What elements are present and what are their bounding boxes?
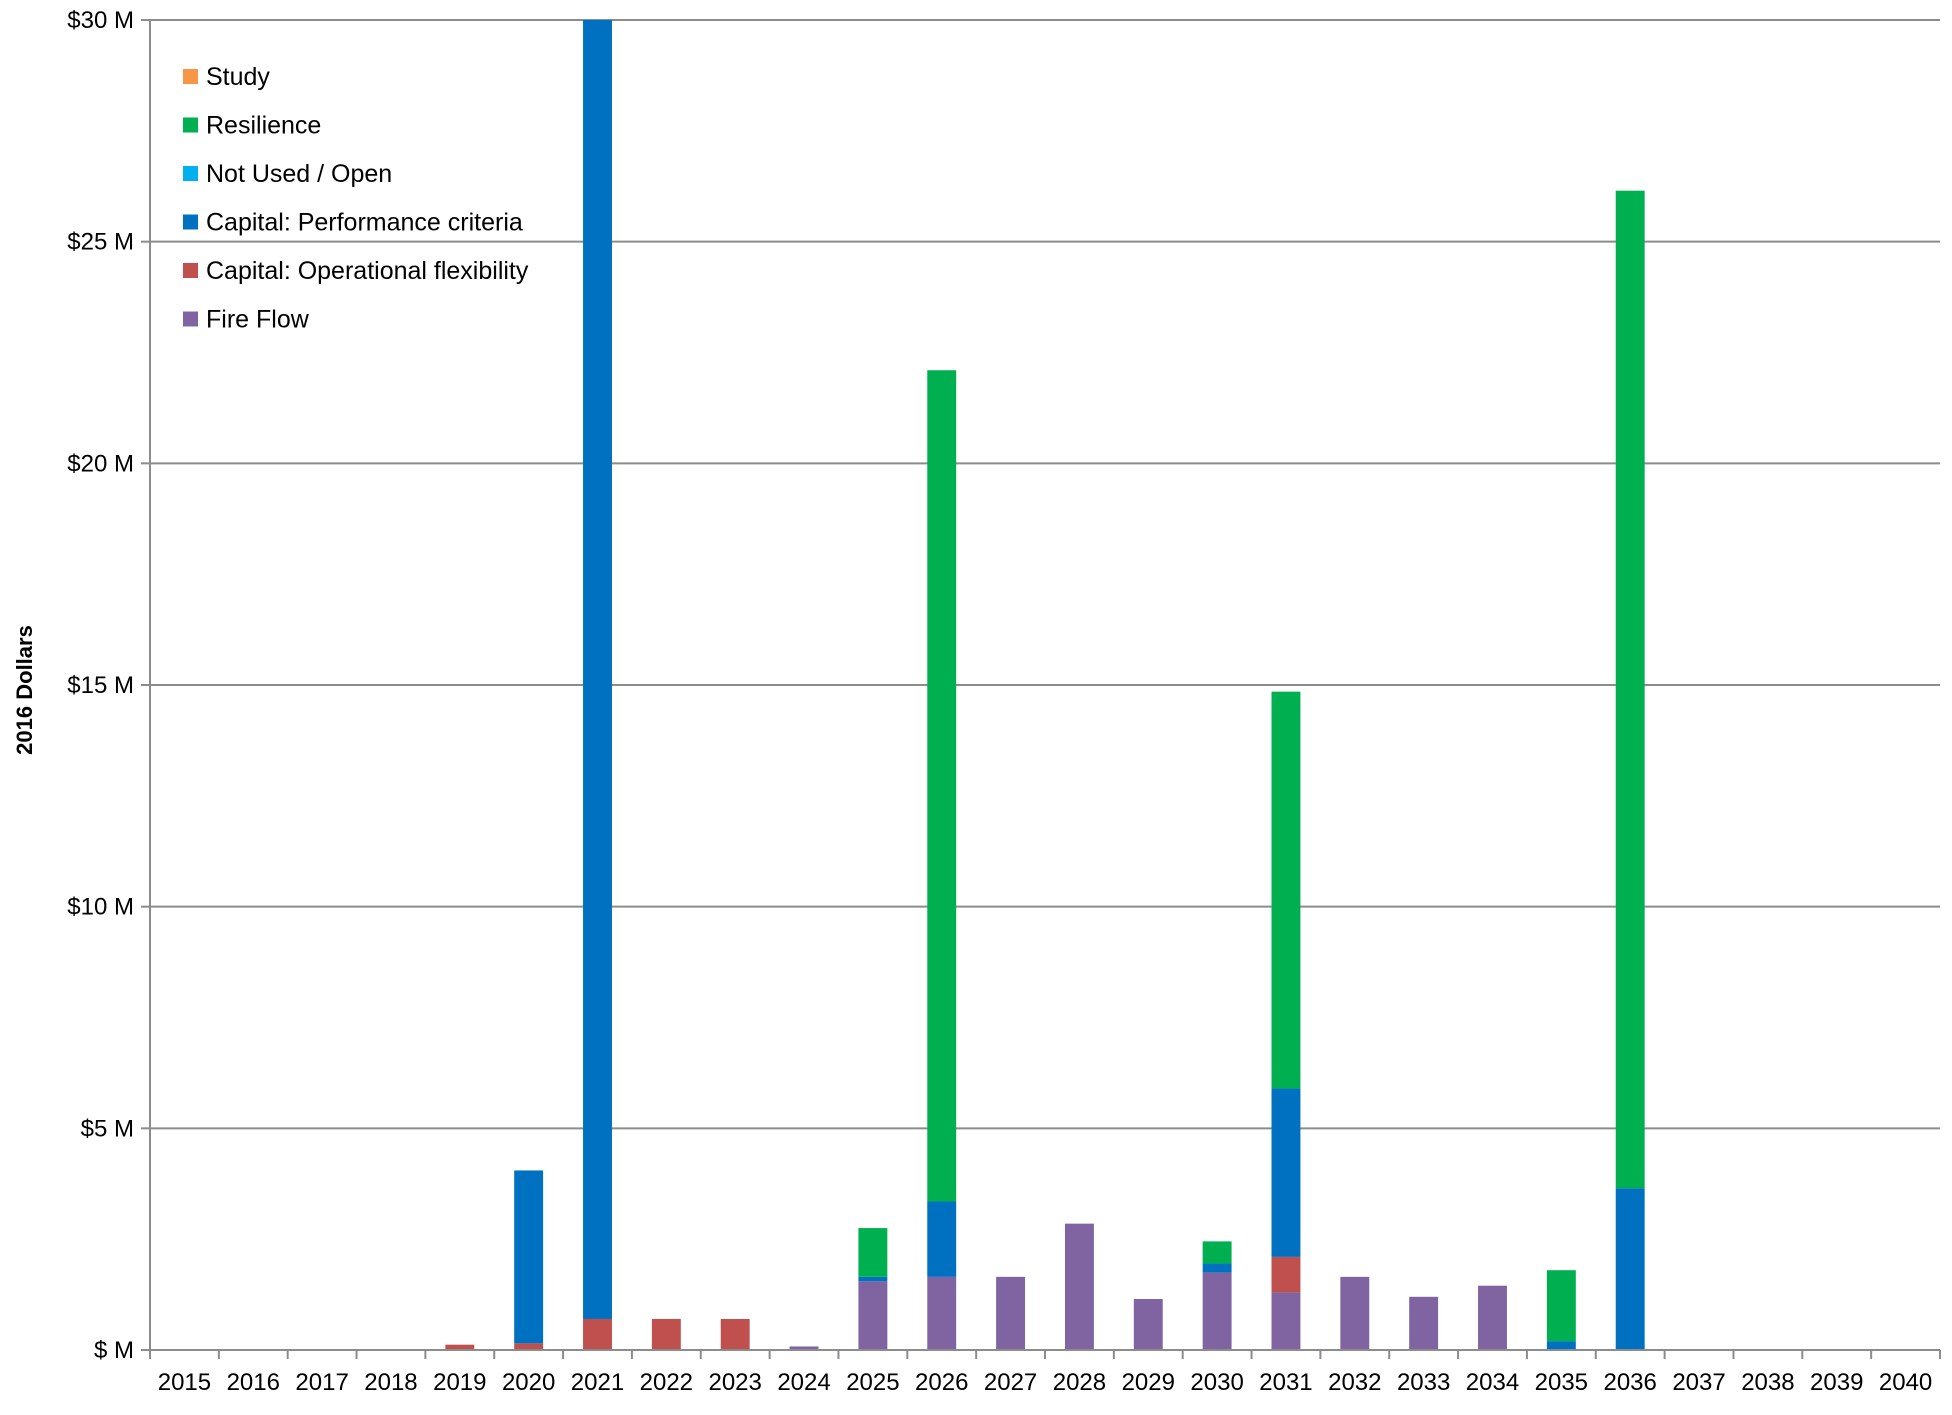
- x-tick-label: 2015: [158, 1369, 211, 1396]
- x-tick-label: 2035: [1535, 1369, 1588, 1396]
- x-tick-label: 2016: [227, 1369, 280, 1396]
- gridlines: [150, 19, 1940, 1130]
- legend-swatch: [183, 263, 198, 278]
- bar-segment: [996, 1276, 1026, 1350]
- axes: [141, 19, 1941, 1359]
- bar-segment: [927, 1201, 957, 1277]
- bar-segment: [651, 1318, 681, 1350]
- bar-segment: [1202, 1272, 1232, 1350]
- y-tick-label: $20 M: [67, 450, 134, 477]
- x-tick-label: 2029: [1122, 1369, 1175, 1396]
- bar-segment: [789, 1346, 819, 1350]
- bar-segment: [858, 1281, 888, 1350]
- legend-label: Study: [206, 63, 270, 91]
- x-tick-label: 2022: [640, 1369, 693, 1396]
- bar-segment: [927, 370, 957, 1202]
- x-tick-label: 2023: [708, 1369, 761, 1396]
- bar-segment: [1546, 1270, 1576, 1342]
- bar-segment: [858, 1276, 888, 1282]
- bar-segment: [720, 1318, 750, 1350]
- legend-label: Capital: Performance criteria: [206, 209, 523, 237]
- bar-segment: [583, 20, 612, 1319]
- bar-segment: [1271, 691, 1301, 1089]
- legend-label: Capital: Operational flexibility: [206, 257, 529, 285]
- bar-segment: [1271, 1088, 1301, 1257]
- legend-label: Not Used / Open: [206, 160, 392, 188]
- legend: Study Resilience Not Used / Open Capital: P…: [183, 63, 529, 334]
- x-tick-labels: 2015 2016 2017 2018 2019 2020 2021 2022 2023 2024…: [158, 1369, 1933, 1396]
- x-tick-label: 2028: [1053, 1369, 1106, 1396]
- x-tick-label: 2036: [1603, 1369, 1656, 1396]
- bar-segment: [1615, 190, 1645, 1189]
- y-tick-label: $30 M: [67, 7, 134, 34]
- bar-segment: [514, 1170, 544, 1344]
- bar-segment: [1064, 1223, 1094, 1350]
- x-tick-label: 2018: [364, 1369, 417, 1396]
- x-tick-label: 2034: [1466, 1369, 1519, 1396]
- x-tick-label: 2019: [433, 1369, 486, 1396]
- x-tick-label: 2027: [984, 1369, 1037, 1396]
- x-tick-label: 2024: [777, 1369, 830, 1396]
- x-tick-label: 2033: [1397, 1369, 1450, 1396]
- y-tick-label: $25 M: [67, 229, 134, 256]
- x-tick-label: 2037: [1672, 1369, 1725, 1396]
- bars: [445, 20, 1645, 1350]
- x-tick-label: 2039: [1810, 1369, 1863, 1396]
- bar-segment: [927, 1276, 957, 1350]
- x-tick-label: 2020: [502, 1369, 555, 1396]
- x-tick-label: 2017: [295, 1369, 348, 1396]
- bar-segment: [1340, 1276, 1370, 1350]
- bar-segment: [1478, 1285, 1507, 1350]
- bar-segment: [1271, 1256, 1301, 1293]
- x-tick-label: 2021: [571, 1369, 624, 1396]
- y-tick-labels: $ M $5 M $10 M $15 M $20 M $25 M $30 M: [67, 7, 134, 1364]
- legend-swatch: [183, 117, 198, 133]
- bar-segment: [445, 1344, 475, 1350]
- x-tick-label: 2030: [1190, 1369, 1243, 1396]
- bar-segment: [1409, 1296, 1439, 1350]
- legend-swatch: [183, 311, 198, 327]
- y-tick-label: $5 M: [81, 1115, 134, 1142]
- bar-segment: [583, 1318, 612, 1350]
- x-tick-label: 2025: [846, 1369, 899, 1396]
- bar-segment: [1271, 1292, 1301, 1350]
- legend-swatch: [183, 69, 198, 84]
- x-tick-label: 2040: [1879, 1369, 1932, 1396]
- legend-label: Resilience: [206, 112, 321, 140]
- bar-segment: [858, 1228, 888, 1277]
- legend-swatch: [183, 214, 198, 230]
- bar-segment: [514, 1343, 544, 1350]
- x-tick-label: 2026: [915, 1369, 968, 1396]
- x-tick-label: 2038: [1741, 1369, 1794, 1396]
- bar-segment: [1202, 1263, 1232, 1273]
- bar-segment: [1546, 1341, 1576, 1350]
- legend-label: Fire Flow: [206, 306, 310, 334]
- bar-segment: [1615, 1188, 1645, 1350]
- bar-segment: [1133, 1299, 1163, 1350]
- x-tick-label: 2031: [1259, 1369, 1312, 1396]
- y-axis-title: 2016 Dollars: [12, 625, 37, 755]
- bar-segment: [1202, 1241, 1232, 1264]
- y-tick-label: $ M: [94, 1337, 134, 1364]
- x-tick-label: 2032: [1328, 1369, 1381, 1396]
- legend-swatch: [183, 166, 198, 181]
- y-tick-label: $15 M: [67, 672, 134, 699]
- y-tick-label: $10 M: [67, 894, 134, 921]
